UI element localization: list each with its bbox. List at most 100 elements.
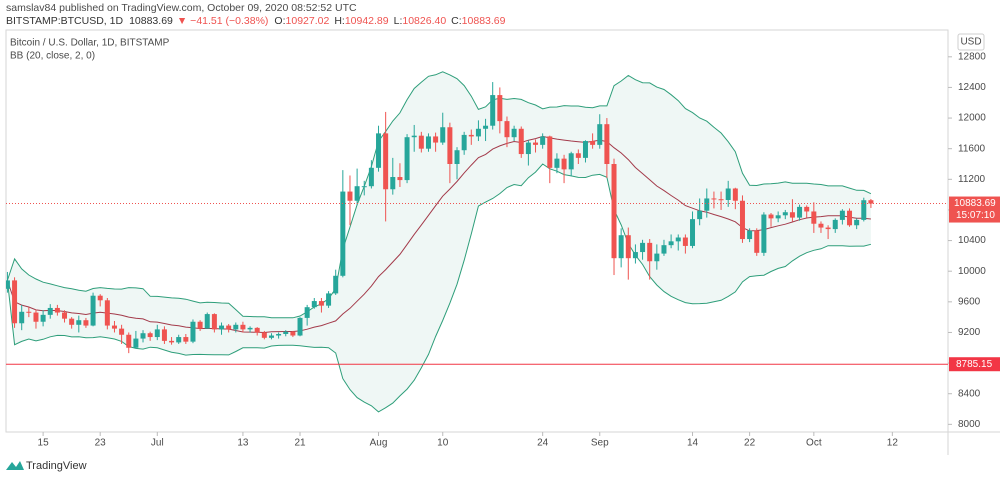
x-tick-label: Jul bbox=[151, 438, 164, 449]
candle-body bbox=[26, 311, 32, 313]
ohlc-value: 10883.69 bbox=[462, 15, 506, 27]
candle-body bbox=[682, 237, 688, 246]
symbol: BITSTAMP:BTCUSD, 1D bbox=[6, 15, 123, 27]
published-line: samslav84 published on TradingView.com, … bbox=[6, 2, 357, 14]
ohlc-value: 10826.40 bbox=[402, 15, 446, 27]
candle-body bbox=[147, 333, 153, 338]
candle-body bbox=[861, 200, 867, 220]
candle-body bbox=[739, 200, 745, 240]
y-tick-label: 9600 bbox=[958, 296, 981, 307]
candle-body bbox=[6, 280, 10, 289]
candle-body bbox=[668, 241, 674, 246]
candle-body bbox=[868, 200, 874, 204]
x-tick-label: Oct bbox=[806, 438, 822, 449]
candle-body bbox=[618, 235, 624, 259]
hline-label: 8785.15 bbox=[956, 359, 993, 370]
ohlc-label: O: bbox=[274, 15, 285, 27]
candle-body bbox=[568, 153, 574, 170]
candle-body bbox=[547, 136, 553, 168]
currency-box[interactable] bbox=[957, 33, 985, 51]
candle-body bbox=[511, 128, 517, 138]
candle-body bbox=[12, 280, 18, 324]
candle-body bbox=[732, 188, 738, 201]
candle-body bbox=[818, 223, 824, 228]
candle-body bbox=[575, 153, 581, 158]
candle-body bbox=[468, 134, 474, 137]
candle-body bbox=[625, 235, 631, 259]
candle-body bbox=[704, 198, 710, 211]
candle-body bbox=[183, 337, 189, 342]
y-tick-label: 10000 bbox=[958, 266, 986, 277]
candle-body bbox=[304, 307, 310, 318]
candle-body bbox=[133, 338, 139, 348]
candle-body bbox=[240, 324, 246, 330]
candle-body bbox=[226, 325, 232, 330]
footer-brand: TradingView bbox=[26, 460, 87, 472]
candle-body bbox=[397, 177, 403, 181]
x-tick-label: 24 bbox=[537, 438, 549, 449]
candle-body bbox=[76, 320, 82, 325]
candle-body bbox=[632, 252, 638, 259]
candle-body bbox=[297, 317, 303, 336]
candle-body bbox=[697, 210, 703, 220]
candle-body bbox=[690, 219, 696, 246]
candle-body bbox=[261, 332, 267, 338]
candle-body bbox=[483, 125, 489, 129]
candle-body bbox=[475, 128, 481, 137]
last-price: 10883.69 bbox=[129, 15, 173, 27]
candle-body bbox=[54, 307, 60, 313]
footer-logo: TradingView bbox=[6, 460, 87, 472]
candle-body bbox=[647, 242, 653, 262]
candle-body bbox=[69, 318, 75, 325]
candle-body bbox=[497, 95, 503, 122]
candle-body bbox=[40, 314, 46, 322]
candle-body bbox=[425, 136, 431, 149]
candle-body bbox=[675, 237, 681, 242]
x-tick-label: 10 bbox=[437, 438, 449, 449]
x-tick-label: Sep bbox=[591, 438, 609, 449]
y-tick-label: 8000 bbox=[958, 419, 981, 430]
candle-body bbox=[161, 329, 167, 341]
candle-body bbox=[97, 295, 103, 301]
candle-body bbox=[190, 321, 196, 342]
candle-body bbox=[725, 188, 731, 200]
candle-body bbox=[83, 320, 89, 326]
legend-title: Bitcoin / U.S. Dollar, 1D, BITSTAMP bbox=[10, 38, 170, 49]
x-tick-label: 23 bbox=[95, 438, 107, 449]
candle-body bbox=[561, 158, 567, 170]
candle-body bbox=[119, 328, 125, 335]
ohlc-value: 10927.02 bbox=[286, 15, 330, 27]
candle-body bbox=[447, 127, 453, 164]
candle-body bbox=[440, 127, 446, 143]
candle-body bbox=[640, 242, 646, 253]
candle-body bbox=[204, 314, 210, 329]
candle-body bbox=[654, 253, 660, 262]
bb-upper bbox=[6, 71, 872, 319]
candle-body bbox=[333, 275, 339, 294]
candle-body bbox=[847, 210, 853, 226]
symbol-line: BITSTAMP:BTCUSD, 1D 10883.69 ▼ −41.51 (−0.… bbox=[6, 15, 506, 27]
candle-body bbox=[140, 333, 146, 339]
candle-body bbox=[604, 124, 610, 164]
candle-body bbox=[775, 215, 781, 219]
x-tick-label: 22 bbox=[744, 438, 756, 449]
candle-body bbox=[376, 133, 382, 168]
y-tick-label: 11200 bbox=[958, 174, 986, 185]
currency-label: USD bbox=[960, 37, 981, 48]
x-tick-label: 21 bbox=[294, 438, 306, 449]
candle-body bbox=[454, 150, 460, 164]
x-tick-label: Aug bbox=[370, 438, 388, 449]
candle-body bbox=[311, 301, 317, 308]
candle-body bbox=[540, 136, 546, 145]
ohlc-label: L: bbox=[394, 15, 403, 27]
candle-body bbox=[290, 331, 296, 336]
candle-body bbox=[582, 141, 588, 158]
candle-body bbox=[90, 295, 96, 326]
candle-body bbox=[390, 177, 396, 190]
candle-body bbox=[126, 334, 132, 348]
legend-indicator: BB (20, close, 2, 0) bbox=[10, 51, 95, 62]
candle-body bbox=[832, 219, 838, 230]
candle-body bbox=[804, 206, 810, 212]
candle-body bbox=[611, 164, 617, 259]
